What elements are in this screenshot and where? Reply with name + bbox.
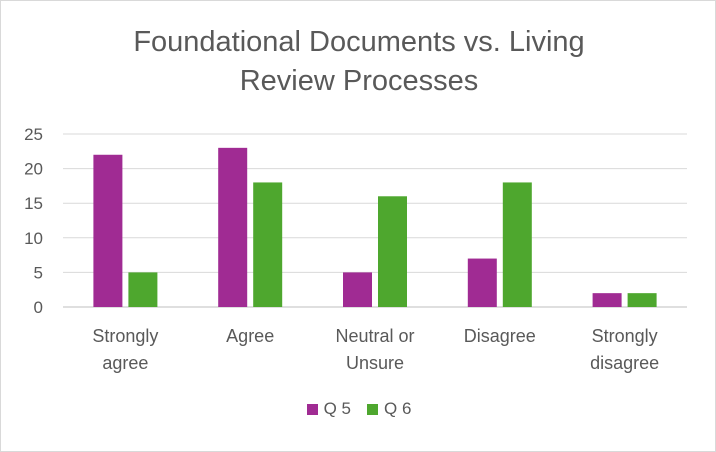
legend-item-q5: Q 5: [306, 399, 351, 419]
x-category-label: Unsure: [346, 353, 404, 373]
x-category-label: Strongly: [92, 326, 158, 346]
bar-q5-1: [218, 147, 248, 307]
y-tick-label: 20: [24, 160, 43, 179]
y-tick-label: 25: [24, 125, 43, 144]
y-tick-label: 15: [24, 194, 43, 213]
legend-swatch-q5: [306, 403, 318, 415]
bar-q5-3: [467, 258, 497, 307]
y-axis-ticks: 0 5 10 15 20 25: [24, 125, 43, 317]
legend-label-q6: Q 6: [384, 399, 412, 418]
legend-item-q6: Q 6: [367, 399, 411, 419]
legend: Q 5 Q 6: [1, 399, 716, 419]
y-tick-label: 5: [34, 263, 43, 282]
bar-q6-4: [627, 293, 657, 307]
legend-swatch-q6: [367, 403, 378, 415]
bars: [93, 147, 657, 307]
y-tick-label: 10: [24, 229, 43, 248]
bar-q6-0: [128, 272, 158, 307]
bar-q5-2: [343, 272, 372, 307]
x-category-label: Neutral or: [335, 326, 414, 346]
x-category-label: Disagree: [464, 326, 536, 346]
chart-title-line-1: Foundational Documents vs. Living: [133, 26, 585, 58]
x-category-label: Strongly: [592, 326, 658, 346]
gridlines: [63, 133, 687, 308]
chart-title-line-2: Review Processes: [239, 65, 479, 97]
bar-q5-4: [592, 293, 622, 307]
x-category-label: agree: [102, 353, 148, 373]
bar-q6-1: [253, 182, 283, 307]
chart-title: Foundational Documents vs. Living Review…: [61, 23, 657, 101]
x-category-label: disagree: [590, 353, 659, 373]
bar-chart: 0 5 10 15 20 25 Strongly agree Agree Neutral or U…: [24, 125, 687, 373]
legend-label-q5: Q 5: [323, 399, 351, 418]
bar-q5-0: [93, 154, 123, 307]
y-tick-label: 0: [34, 298, 43, 317]
x-axis-labels: Strongly agree Agree Neutral or Unsure Disagr…: [92, 326, 659, 373]
x-category-label: Agree: [226, 326, 274, 346]
bar-q6-3: [502, 182, 532, 307]
bar-q6-2: [378, 196, 407, 307]
